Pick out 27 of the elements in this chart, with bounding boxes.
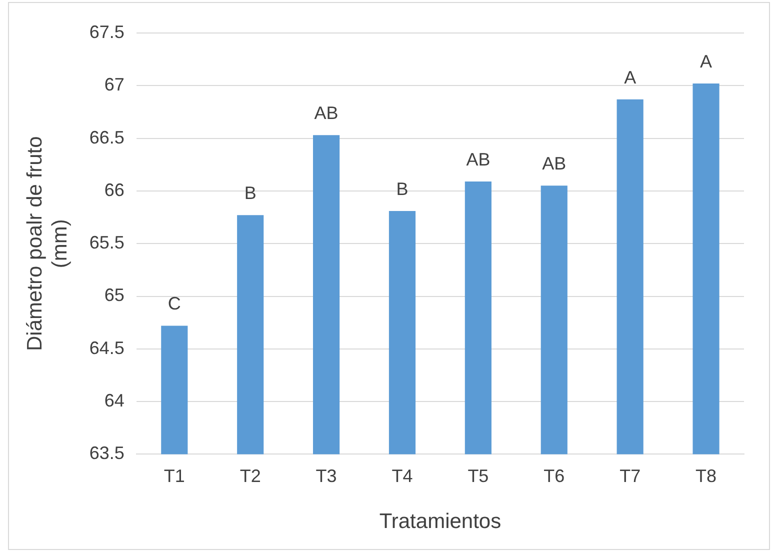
y-tick-label: 65 <box>104 285 124 306</box>
y-tick-label: 65.5 <box>89 232 124 253</box>
y-tick-label: 67 <box>104 74 124 95</box>
x-tick-label: T3 <box>316 466 337 486</box>
x-tick-label: T5 <box>468 466 489 486</box>
x-tick-label: T8 <box>696 466 717 486</box>
x-tick-label: T6 <box>544 466 565 486</box>
annotation: C <box>168 294 181 314</box>
y-tick-label: 66.5 <box>89 127 124 148</box>
annotation: A <box>624 67 636 88</box>
annotation: AB <box>314 103 338 124</box>
annotation: AB <box>542 154 566 174</box>
y-tick-label: 66 <box>104 180 124 200</box>
y-tick-label: 67.5 <box>89 22 124 42</box>
annotation: A <box>700 52 712 72</box>
y-tick-label: 64.5 <box>89 338 124 358</box>
annotation: AB <box>466 149 490 170</box>
x-tick-label: T1 <box>164 466 185 486</box>
x-tick-label: T4 <box>392 466 413 486</box>
x-axis-title: Tratamientos <box>379 510 502 534</box>
y-axis-title: Diámetro poalr de fruto (mm) <box>23 136 72 351</box>
x-tick-label: T2 <box>240 466 261 486</box>
annotation: B <box>396 178 408 199</box>
x-tick-label: T7 <box>620 466 641 486</box>
annotation: B <box>244 183 256 204</box>
y-tick-label: 64 <box>104 390 124 411</box>
y-tick-label: 63.5 <box>89 443 124 464</box>
